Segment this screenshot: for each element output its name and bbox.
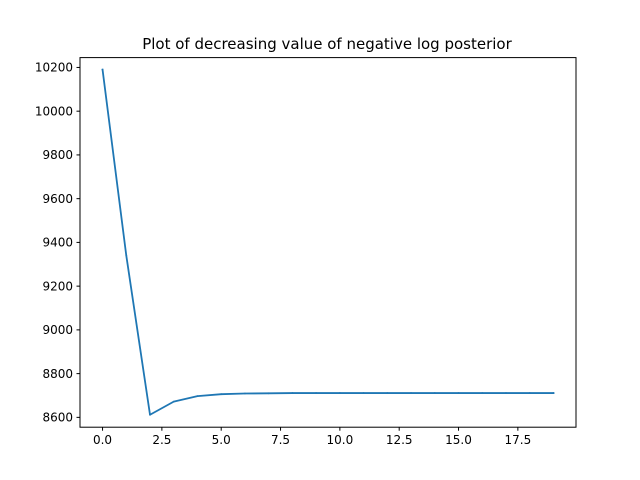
y-tick-label: 9000 [42, 323, 73, 337]
x-tick-label: 17.5 [504, 433, 531, 447]
data-point [315, 392, 318, 394]
x-tick-label: 10.0 [327, 433, 354, 447]
y-axis-ticks: 8600 8800 9000 9200 9400 9600 9800 10000 10200 [35, 61, 80, 425]
data-point [528, 392, 531, 394]
x-tick-label: 2.5 [152, 433, 171, 447]
x-tick-label: 5.0 [212, 433, 231, 447]
series-layer [101, 68, 555, 416]
chart-title: Plot of decreasing value of negative log… [142, 35, 512, 53]
data-point [125, 254, 128, 257]
data-point [481, 392, 484, 394]
series-line [101, 68, 555, 416]
data-point [505, 392, 507, 394]
data-point [362, 392, 365, 394]
data-point [172, 400, 175, 403]
y-tick-label: 9400 [42, 236, 73, 250]
data-point [267, 392, 270, 395]
data-point [220, 393, 223, 396]
data-point [244, 392, 246, 395]
y-tick-label: 10200 [35, 61, 73, 75]
y-tick-label: 9600 [42, 192, 73, 206]
x-tick-label: 12.5 [386, 433, 413, 447]
data-point [410, 392, 412, 394]
data-point [457, 392, 460, 394]
data-point [149, 413, 151, 416]
data-point [196, 395, 199, 398]
x-tick-label: 7.5 [271, 433, 290, 447]
y-tick-label: 10000 [35, 104, 73, 118]
plot-area-frame [79, 57, 577, 428]
data-point [386, 392, 389, 394]
data-point [433, 392, 436, 394]
x-tick-label: 15.0 [445, 433, 472, 447]
data-point [101, 68, 104, 71]
x-tick-label: 0.0 [93, 433, 112, 447]
y-tick-label: 8600 [42, 411, 73, 425]
x-axis-ticks: 0.0 2.5 5.0 7.5 10.0 12.5 15.0 17.5 [93, 427, 531, 447]
y-tick-label: 9200 [42, 279, 73, 293]
y-tick-label: 8800 [42, 367, 73, 381]
data-point [552, 392, 555, 394]
y-tick-label: 9800 [42, 148, 73, 162]
data-point [291, 392, 294, 394]
data-point [338, 392, 341, 394]
